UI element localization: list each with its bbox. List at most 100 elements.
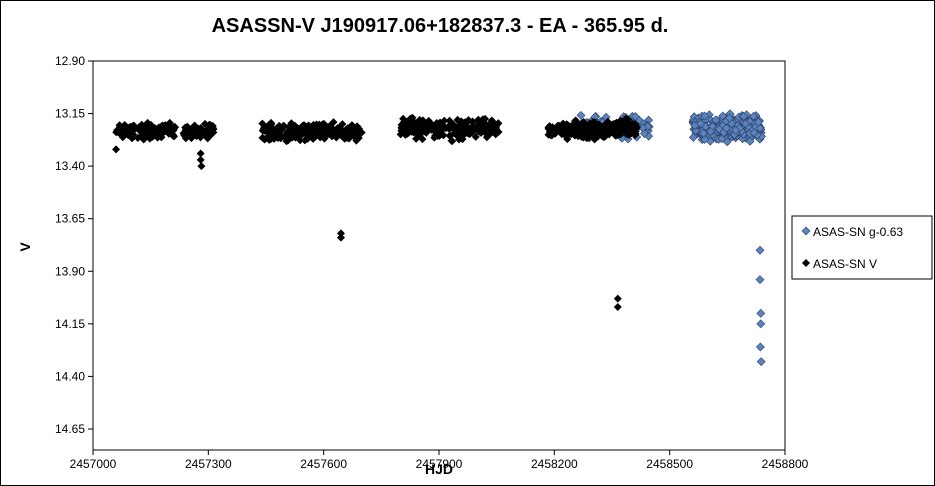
point-asas-sn-v (396, 130, 405, 139)
point-asas-sn-g (756, 308, 766, 318)
point-asas-sn-v (128, 134, 137, 143)
point-asas-sn-v (258, 133, 267, 142)
point-asas-sn-g (745, 136, 755, 146)
y-tick-label: 13.40 (55, 159, 85, 173)
point-asas-sn-g (749, 111, 758, 121)
point-asas-sn-v (476, 128, 485, 137)
point-asas-sn-g (753, 117, 763, 127)
point-asas-sn-v (194, 128, 203, 137)
point-asas-sn-v (422, 126, 431, 135)
point-asas-sn-v (336, 233, 345, 242)
point-asas-sn-v (295, 127, 304, 136)
point-asas-sn-v (267, 120, 276, 129)
point-asas-sn-v (611, 130, 620, 139)
point-asas-sn-v (187, 134, 196, 143)
point-asas-sn-v (545, 122, 554, 131)
point-asas-sn-v (579, 128, 588, 137)
point-asas-sn-v (139, 135, 148, 144)
point-asas-sn-v (336, 229, 345, 238)
point-asas-sn-g (711, 115, 721, 125)
point-asas-sn-v (266, 128, 275, 137)
point-asas-sn-v (430, 125, 439, 134)
legend-marker-g (801, 226, 811, 236)
point-asas-sn-v (544, 130, 553, 139)
point-asas-sn-v (619, 122, 628, 131)
legend-label-g: ASAS-SN g-0.63 (813, 225, 903, 239)
point-asas-sn-v (621, 114, 630, 123)
point-asas-sn-v (148, 132, 157, 141)
point-asas-sn-v (597, 130, 606, 139)
point-asas-sn-v (181, 126, 190, 135)
point-asas-sn-v (357, 128, 366, 137)
point-asas-sn-v (323, 126, 332, 135)
point-asas-sn-v (138, 122, 147, 131)
point-asas-sn-g (755, 275, 765, 285)
point-asas-sn-v (460, 130, 469, 139)
point-asas-sn-v (412, 134, 421, 143)
point-asas-sn-v (494, 119, 503, 128)
point-asas-sn-v (468, 117, 477, 126)
point-asas-sn-g (699, 128, 708, 138)
point-asas-sn-v (559, 127, 568, 136)
x-axis-label: HJD (425, 461, 453, 477)
point-asas-sn-v (112, 145, 121, 154)
point-asas-sn-v (181, 134, 190, 143)
point-asas-sn-g (718, 111, 728, 121)
point-asas-sn-g (696, 119, 706, 128)
point-asas-sn-v (613, 303, 622, 312)
point-asas-sn-v (399, 118, 408, 127)
x-tick-label: 2458800 (762, 457, 809, 471)
x-tick-label: 2457600 (300, 457, 347, 471)
y-tick-label: 13.90 (55, 264, 85, 278)
point-asas-sn-v (301, 128, 310, 137)
legend-box (791, 215, 933, 280)
point-asas-sn-v (196, 149, 205, 158)
point-asas-sn-v (205, 131, 214, 140)
point-asas-sn-v (289, 130, 298, 139)
point-asas-sn-v (345, 125, 354, 134)
point-asas-sn-g (714, 124, 724, 134)
point-asas-sn-g (706, 127, 715, 137)
point-asas-sn-v (440, 116, 449, 125)
y-axis-ticks: 12.90 13.15 13.40 13.65 13.90 14.15 14.40 14.65 (55, 54, 93, 436)
data-points (112, 109, 766, 367)
point-asas-sn-v (326, 121, 335, 130)
point-asas-sn-v (167, 127, 176, 136)
point-asas-sn-v (196, 155, 205, 164)
point-asas-sn-v (454, 122, 463, 131)
point-asas-sn-v (602, 125, 611, 134)
point-asas-sn-v (278, 123, 287, 132)
point-asas-sn-v (603, 117, 612, 126)
legend-marker-v (802, 259, 810, 267)
point-asas-sn-v (439, 123, 448, 132)
point-asas-sn-v (318, 120, 327, 129)
point-asas-sn-g (639, 129, 649, 138)
point-asas-sn-v (302, 122, 311, 131)
point-asas-sn-g (722, 123, 731, 133)
point-asas-sn-v (266, 135, 275, 144)
x-tick-label: 2458200 (531, 457, 578, 471)
point-asas-sn-v (338, 120, 347, 129)
point-asas-sn-v (339, 128, 348, 137)
point-asas-sn-v (628, 127, 637, 136)
x-tick-label: 2457300 (185, 457, 232, 471)
x-axis-ticks: 2457000 2457300 2457600 2457900 2458200 24585… (70, 450, 809, 471)
point-asas-sn-v (316, 129, 325, 138)
point-asas-sn-g (755, 342, 765, 352)
legend: ASAS-SN g-0.63 ASAS-SN V (791, 215, 933, 280)
point-asas-sn-v (116, 130, 125, 139)
point-asas-sn-v (489, 123, 498, 132)
plot-area (92, 60, 786, 451)
y-tick-label: 14.40 (55, 369, 85, 383)
x-tick-label: 2458500 (646, 457, 693, 471)
point-asas-sn-g (576, 110, 586, 120)
point-asas-sn-v (563, 135, 572, 144)
point-asas-sn-g (756, 357, 766, 367)
point-asas-sn-v (590, 135, 599, 144)
point-asas-sn-v (282, 137, 291, 146)
y-tick-label: 13.15 (55, 107, 85, 121)
point-asas-sn-g (700, 135, 710, 144)
point-asas-sn-v (123, 129, 132, 138)
point-asas-sn-v (409, 124, 418, 133)
